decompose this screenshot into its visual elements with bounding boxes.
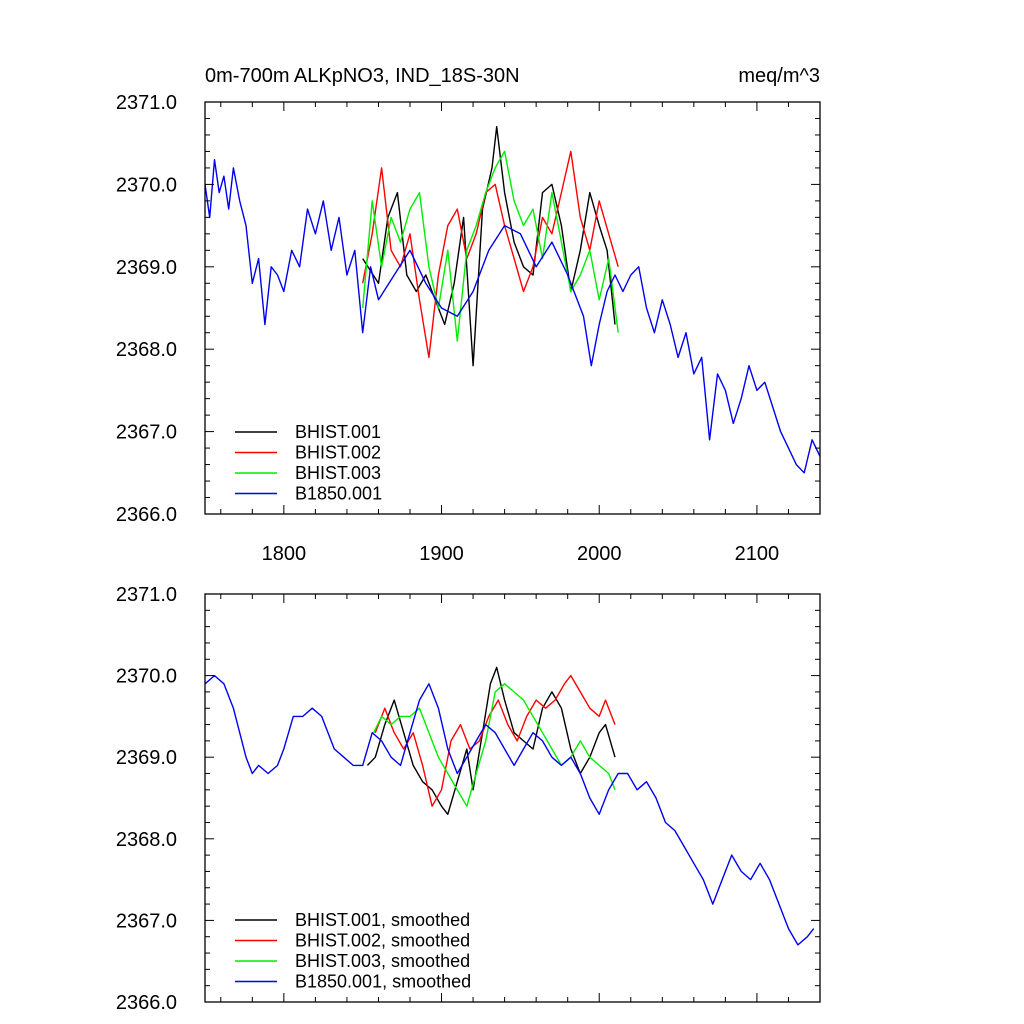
- series-line-4: [205, 158, 820, 474]
- y-tick-label: 2366.0: [116, 504, 177, 526]
- y-tick-label: 2366.0: [116, 992, 177, 1014]
- y-tick-label: 2370.0: [116, 174, 177, 196]
- y-tick-label: 2371.0: [116, 584, 177, 606]
- y-tick-label: 2371.0: [116, 92, 177, 114]
- y-tick-label: 2368.0: [116, 829, 177, 851]
- legend-label: B1850.001: [295, 484, 382, 504]
- plot-frame: [204, 101, 821, 515]
- units-label: meq/m^3: [738, 65, 820, 87]
- x-tick-label: 2100: [735, 543, 780, 565]
- legend-label: BHIST.001: [295, 422, 381, 442]
- y-tick-label: 2370.0: [116, 666, 177, 688]
- legend-label: BHIST.003: [295, 463, 381, 483]
- y-tick-label: 2369.0: [116, 257, 177, 279]
- y-tick-label: 2367.0: [116, 910, 177, 932]
- chart-panel-2: 2366.0 2367.0 2368.0 2369.0 2370.0 2371.0 BHIS…: [116, 584, 821, 1014]
- plot-frame: [204, 593, 821, 1003]
- series-line-3: [373, 683, 616, 807]
- series-line-1: [362, 125, 616, 367]
- y-tick-label: 2369.0: [116, 747, 177, 769]
- y-tick-label: 2367.0: [116, 422, 177, 444]
- legend-label: BHIST.002: [295, 443, 381, 463]
- series-line-3: [362, 150, 619, 342]
- legend-label: B1850.001, smoothed: [295, 972, 471, 992]
- legend-label: BHIST.002, smoothed: [295, 931, 470, 951]
- legend-label: BHIST.001, smoothed: [295, 910, 470, 930]
- series-line-2: [374, 674, 616, 807]
- legend-label: BHIST.003, smoothed: [295, 951, 470, 971]
- series-line-4: [205, 674, 815, 946]
- chart-title: 0m-700m ALKpNO3, IND_18S-30N: [205, 65, 520, 87]
- series-line-2: [362, 150, 619, 359]
- chart-panel-1: 0m-700m ALKpNO3, IND_18S-30N meq/m^3 1800 1…: [116, 65, 821, 565]
- x-tick-label: 2000: [577, 543, 622, 565]
- x-tick-label: 1900: [419, 543, 464, 565]
- series-line-1: [366, 666, 616, 815]
- y-tick-label: 2368.0: [116, 339, 177, 361]
- x-tick-label: 1800: [262, 543, 307, 565]
